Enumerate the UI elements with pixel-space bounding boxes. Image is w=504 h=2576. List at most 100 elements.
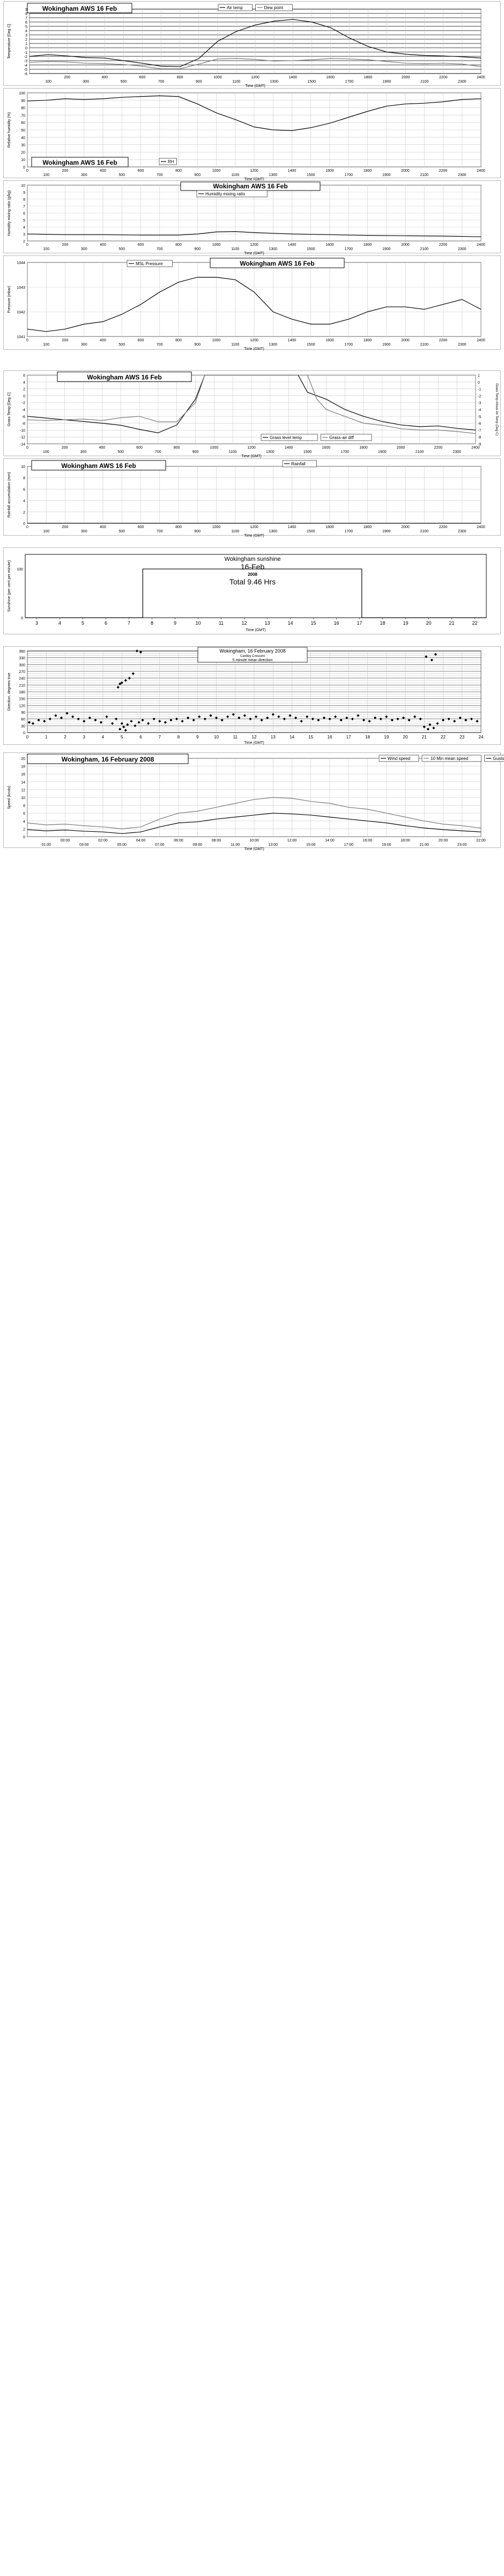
mixing-ratio-chart-panel: 2 3 4 5 6 7 8 9 10 0 200 400 600 800 1000 1200 1400 1600 1… [3,180,501,255]
scatter-point [407,719,411,722]
y-tick-label: 2 [23,511,25,515]
x-tick-label: 07:00 [155,843,165,847]
y-right-tick-label: -6 [478,422,481,426]
x-tick-label: 800 [177,76,183,79]
legend-label-rainfall: Rainfall [291,462,306,466]
x-tick-label: 1100 [231,343,239,347]
scatter-point [288,714,292,717]
series-line-sunshine [25,568,486,618]
scatter-point [54,714,57,717]
x-tick-label: 2400 [477,169,485,173]
y-axis-label: Rainfall accumulation (mm) [8,472,11,518]
x-tick-label: 2000 [401,525,410,529]
x-tick-label: 21 [422,735,427,740]
chart-title-box [31,157,129,167]
scatter-point [374,716,377,720]
x-tick-label: 1500 [307,173,315,177]
scatter-point [333,715,337,719]
x-tick-label: 1800 [364,169,372,173]
scatter-point [37,719,40,722]
chart-title-box [210,258,345,268]
x-tick-label: 19:00 [382,843,391,847]
x-tick-label: 1800 [364,76,373,79]
scatter-point [175,718,179,721]
scatter-point [339,719,343,722]
y-tick-label: -5 [24,68,27,72]
y-axis-label: Relative humidity (%) [8,112,11,148]
y-tick-label: -6 [24,72,27,76]
scatter-point [152,718,155,721]
y-tick-label: 50 [21,129,25,133]
chart-title-box [197,647,308,663]
x-tick-label: 600 [138,525,144,529]
x-tick-label: 1600 [327,76,335,79]
scatter-point [294,716,298,720]
scatter-point [447,718,450,721]
x-tick-label: 1000 [213,76,222,79]
scatter-point [413,715,417,719]
x-tick-label: 200 [62,169,69,173]
temperature-chart-panel: -6 -5 -4 -3 -2 -1 0 1 2 3 4 5 6 7 8 9 200 400 600 800 1000 12… [3,1,501,88]
series-line-10-min-mean-speed [27,813,481,834]
chart-date: 16-Feb [241,562,265,571]
pressure-chart-panel: 1041 1042 1043 1044 0 200 400 600 800 1000 1200 140… [3,255,501,351]
x-tick-label: 20 [426,620,431,626]
x-tick-label: 2100 [420,530,428,533]
x-tick-label: 200 [62,525,69,529]
y-tick-label: 100 [17,568,23,572]
x-tick-label: 900 [194,530,201,533]
x-tick-label: 2300 [458,247,466,251]
legend-box [159,158,177,165]
y-tick-label: 80 [21,107,25,111]
chart-title: Wokingham, 16 February 2008 [219,648,285,654]
x-tick-label: 100 [43,343,49,347]
legend-box [218,4,253,11]
x-tick-label: 16 [333,620,339,626]
scatter-point [94,719,97,722]
legend-label-grass-level-temp: Grass level temp [270,435,302,440]
y-tick-label: 1044 [17,261,25,265]
x-tick-label: 17 [357,620,362,626]
x-tick-label: 11 [233,735,238,740]
x-tick-label: 10 [195,620,201,626]
x-tick-label: 1300 [269,343,277,347]
y-tick-label: 150 [19,698,25,701]
scatter-point [419,718,422,721]
scatter-point [470,718,473,721]
x-tick-label: 1100 [232,80,240,84]
y-tick-label: -4 [24,64,27,68]
y-tick-label: 3 [25,34,27,38]
scatter-point [266,716,269,720]
y-tick-label: 8 [23,198,25,202]
scatter-point [345,716,349,720]
y-tick-label: 210 [19,684,25,687]
x-tick-label: 1700 [345,80,354,84]
scatter-point [128,677,131,680]
scatter-point [77,718,80,721]
scatter-point [390,719,394,722]
x-tick-label: 06:00 [174,839,183,843]
y-tick-label: -10 [20,429,25,433]
x-tick-label: 1600 [325,339,334,342]
y-tick-label: 2 [23,388,25,392]
x-tick-label: 7 [159,735,161,740]
x-tick-label: 700 [157,343,163,347]
scatter-point [131,672,135,675]
x-tick-label: 500 [118,247,125,251]
x-tick-label: 01:00 [41,843,51,847]
y-tick-label: 20 [21,151,25,155]
legend-box [127,260,173,267]
x-tick-label: 08:00 [212,839,221,843]
y-tick-label: 10 [21,465,25,469]
y-axis-label: Pressure (mbar) [8,286,11,313]
x-tick-label: 1700 [344,343,353,347]
y-tick-label: -4 [22,408,25,412]
y-tick-label: 0 [25,47,27,50]
x-tick-label: 400 [100,339,106,342]
x-tick-label: 1200 [247,446,256,450]
scatter-point [306,715,309,719]
x-tick-label: 200 [62,243,69,247]
scatter-point [426,728,429,731]
x-tick-label: 0 [26,169,28,173]
